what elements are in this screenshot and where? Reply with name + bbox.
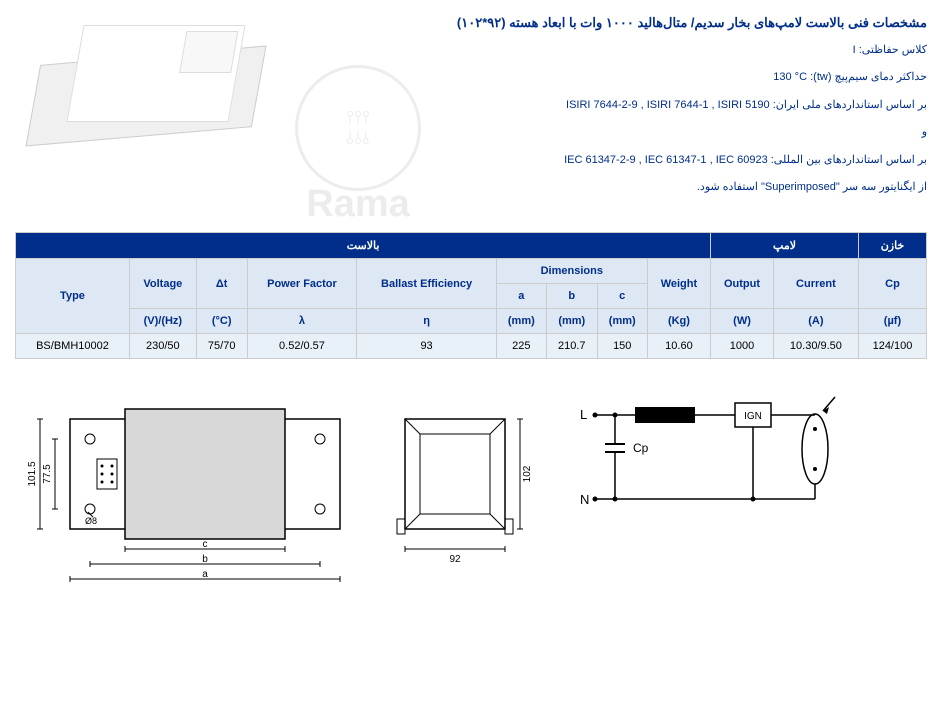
diagram-top-view: 101.5 77.5 Ø8 c b a <box>15 389 355 589</box>
u-voltage: (V)/(Hz) <box>129 309 196 334</box>
cell-type: BS/BMH10002 <box>16 334 130 359</box>
svg-text:77.5: 77.5 <box>42 464 53 484</box>
svg-text:102: 102 <box>522 466 533 483</box>
u-current: (A) <box>773 309 858 334</box>
th-a: a <box>496 284 546 309</box>
svg-text:N: N <box>580 492 589 507</box>
u-dt: (°C) <box>196 309 247 334</box>
svg-text:101.5: 101.5 <box>27 461 38 486</box>
page-title: مشخصات فنی بالاست لامپ‌های بخار سدیم/ مت… <box>335 15 927 31</box>
cell-weight: 10.60 <box>647 334 710 359</box>
diagram-side-view: 92 102 <box>385 389 535 589</box>
th-group-ballast: بالاست <box>16 233 711 259</box>
th-weight: Weight <box>647 259 710 309</box>
u-cp: (µf) <box>858 309 926 334</box>
spec-intl-std: بر اساس استانداردهای بین المللی: IEC 613… <box>335 153 927 168</box>
th-b: b <box>546 284 597 309</box>
th-output: Output <box>711 259 774 309</box>
cell-c: 150 <box>597 334 647 359</box>
cell-dt: 75/70 <box>196 334 247 359</box>
u-b: (mm) <box>546 309 597 334</box>
u-weight: (Kg) <box>647 309 710 334</box>
th-type: Type <box>16 259 130 334</box>
svg-text:a: a <box>202 569 208 580</box>
cell-a: 225 <box>496 334 546 359</box>
cell-b: 210.7 <box>546 334 597 359</box>
cell-eff: 93 <box>357 334 497 359</box>
th-group-lamp: لامپ <box>711 233 859 259</box>
th-dims: Dimensions <box>496 259 647 284</box>
th-cp: Cp <box>858 259 926 309</box>
cell-current: 10.30/9.50 <box>773 334 858 359</box>
svg-text:92: 92 <box>449 554 461 565</box>
th-pf: Power Factor <box>247 259 357 309</box>
spec-and: و <box>335 125 927 140</box>
cell-cp: 124/100 <box>858 334 926 359</box>
svg-text:b: b <box>202 554 208 565</box>
svg-text:c: c <box>203 539 208 550</box>
u-pf: λ <box>247 309 357 334</box>
cell-voltage: 230/50 <box>129 334 196 359</box>
svg-text:Ø8: Ø8 <box>85 516 97 526</box>
table-row: BS/BMH10002 230/50 75/70 0.52/0.57 93 22… <box>16 334 927 359</box>
th-dt: Δt <box>196 259 247 309</box>
u-a: (mm) <box>496 309 546 334</box>
u-output: (W) <box>711 309 774 334</box>
svg-text:IGN: IGN <box>744 411 762 422</box>
spec-max-temp: حداکثر دمای سیم‌پیچ (tw): ‎130 °C <box>335 70 927 85</box>
th-group-capacitor: خازن <box>858 233 926 259</box>
svg-text:Cp: Cp <box>633 441 649 455</box>
u-eff: η <box>357 309 497 334</box>
spec-ignitor: از ایگنایتور سه سر "Superimposed" استفاد… <box>335 180 927 195</box>
spec-table: بالاست لامپ خازن Type Voltage Δt Power F… <box>15 232 927 359</box>
th-eff: Ballast Efficiency <box>357 259 497 309</box>
u-c: (mm) <box>597 309 647 334</box>
spec-protection-class: کلاس حفاظتی: I <box>335 43 927 58</box>
th-current: Current <box>773 259 858 309</box>
th-c: c <box>597 284 647 309</box>
diagram-circuit: L IGN Cp N <box>565 389 865 539</box>
product-image <box>15 15 315 207</box>
svg-text:L: L <box>580 407 587 422</box>
th-voltage: Voltage <box>129 259 196 309</box>
cell-pf: 0.52/0.57 <box>247 334 357 359</box>
cell-output: 1000 <box>711 334 774 359</box>
spec-national-std: بر اساس استانداردهای ملی ایران: ISIRI 76… <box>335 98 927 113</box>
